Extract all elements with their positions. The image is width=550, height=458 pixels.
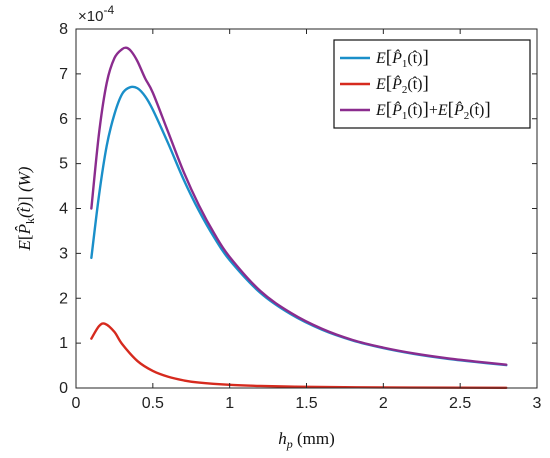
legend-3-sub2: 2 bbox=[464, 110, 470, 122]
legend-3-arg: (t̂) bbox=[407, 101, 422, 119]
x-tick-label: 1 bbox=[225, 395, 234, 412]
legend-3-close: ] bbox=[423, 99, 429, 120]
legend-3-prefix2: E bbox=[437, 102, 448, 119]
y-tick-label: 1 bbox=[59, 335, 68, 352]
y-label-prefix: E bbox=[15, 239, 34, 251]
y-tick-label: 6 bbox=[59, 111, 68, 128]
legend-2-open: [ bbox=[386, 73, 392, 94]
y-exponent-label: ×10-4 bbox=[78, 3, 114, 25]
legend-3-base: P̂ bbox=[391, 100, 402, 119]
x-tick-label: 3 bbox=[533, 395, 542, 412]
y-tick-label: 4 bbox=[59, 201, 68, 218]
series-line-3 bbox=[90, 46, 508, 366]
legend-2-close: ] bbox=[423, 73, 429, 94]
legend-3-open: [ bbox=[386, 99, 392, 120]
legend-2-sub: 2 bbox=[402, 84, 408, 96]
legend-2-arg: (t̂) bbox=[407, 75, 422, 93]
x-tick-label: 2 bbox=[379, 395, 388, 412]
y-label-close: ] bbox=[15, 196, 34, 202]
x-tick-label: 1.5 bbox=[295, 395, 317, 412]
legend-label-series-3: E[P̂1(t̂)]+E[P̂2(t̂)] bbox=[375, 99, 491, 122]
y-label-arg: (t̂) bbox=[15, 202, 34, 218]
legend-3-open2: [ bbox=[448, 99, 454, 120]
legend-1-arg: (t̂) bbox=[407, 49, 422, 67]
y-label-unit: (W) bbox=[15, 166, 34, 196]
y-tick-label: 2 bbox=[59, 290, 68, 307]
legend-3-prefix: E bbox=[375, 102, 386, 119]
legend-1-prefix: E bbox=[375, 50, 386, 67]
y-tick-label: 5 bbox=[59, 156, 68, 173]
legend-3-arg2: (t̂) bbox=[469, 101, 484, 119]
y-tick-label: 7 bbox=[59, 66, 68, 83]
legend-3-base2: P̂ bbox=[453, 100, 464, 119]
legend-entry-series-1: E[P̂1(t̂)] bbox=[340, 47, 429, 70]
legend-3-sub: 1 bbox=[402, 110, 408, 122]
ticks-layer: 0 0.5 1 1.5 2 2.5 3 0 1 2 3 4 5 6 7 8 bbox=[59, 21, 541, 412]
legend: E[P̂1(t̂)] E[P̂2(t̂)] E[P̂1(t̂)]+E[P̂2(t… bbox=[333, 39, 531, 129]
x-tick-label: 2.5 bbox=[449, 395, 471, 412]
x-label-unit: (mm) bbox=[293, 429, 335, 448]
x-tick-label: 0.5 bbox=[142, 395, 164, 412]
legend-2-prefix: E bbox=[375, 76, 386, 93]
exp-power: -4 bbox=[103, 3, 114, 17]
y-label-open: [ bbox=[15, 234, 34, 240]
legend-1-base: P̂ bbox=[391, 48, 402, 67]
legend-entry-series-2: E[P̂2(t̂)] bbox=[340, 73, 429, 96]
x-tick-label: 0 bbox=[72, 395, 81, 412]
legend-3-close2: ] bbox=[484, 99, 490, 120]
y-label-base: P̂ bbox=[15, 224, 34, 235]
legend-1-sub: 1 bbox=[402, 58, 408, 70]
legend-3-plus: + bbox=[429, 102, 438, 119]
exp-base: ×10 bbox=[78, 8, 103, 25]
y-axis-label: E[P̂k(t̂)] (W) bbox=[15, 166, 37, 251]
series-layer bbox=[90, 46, 508, 390]
x-label-main: h bbox=[278, 429, 287, 448]
y-label-sub: k bbox=[23, 218, 37, 224]
y-tick-label: 3 bbox=[59, 245, 68, 262]
y-tick-label: 8 bbox=[59, 21, 68, 38]
y-tick-label: 0 bbox=[59, 380, 68, 397]
legend-2-base: P̂ bbox=[391, 74, 402, 93]
legend-label-series-2: E[P̂2(t̂)] bbox=[375, 73, 429, 96]
legend-1-open: [ bbox=[386, 47, 392, 68]
x-axis-label: hp (mm) bbox=[278, 429, 335, 451]
legend-entry-series-3: E[P̂1(t̂)]+E[P̂2(t̂)] bbox=[340, 99, 491, 122]
legend-1-close: ] bbox=[423, 47, 429, 68]
series-line-2 bbox=[90, 322, 508, 390]
x-label-sub: p bbox=[286, 437, 293, 451]
legend-label-series-1: E[P̂1(t̂)] bbox=[375, 47, 429, 70]
